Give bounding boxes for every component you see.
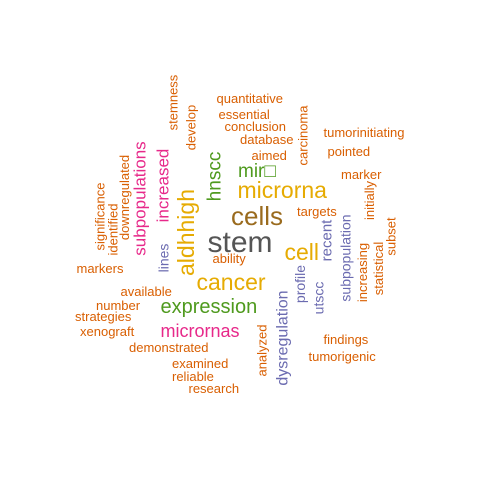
word-xenograft: xenograft	[80, 323, 135, 339]
word-statistical: statistical	[370, 241, 386, 295]
word-hnscc: hnscc	[204, 151, 226, 201]
word-reliable: reliable	[172, 368, 214, 384]
word-develop: develop	[183, 104, 199, 150]
word-expression: expression	[160, 296, 258, 318]
word-mir: mir□	[238, 160, 276, 182]
word-analyzed: analyzed	[254, 323, 270, 377]
word-conclusion: conclusion	[224, 118, 286, 134]
word-demonstrated: demonstrated	[129, 339, 209, 355]
word-number: number	[96, 297, 141, 313]
word-carcinoma: carcinoma	[295, 105, 311, 165]
word-tumorinitiating: tumorinitiating	[323, 124, 405, 140]
word-database: database	[240, 131, 294, 147]
word-significance: significance	[92, 182, 108, 250]
word-increased: increased	[153, 148, 173, 222]
word-stem: stem	[207, 226, 273, 259]
word-pointed: pointed	[327, 143, 371, 159]
word-findings: findings	[323, 331, 369, 347]
word-subpopulations: subpopulations	[130, 140, 150, 256]
word-increasing: increasing	[354, 242, 370, 302]
word-targets: targets	[297, 203, 337, 219]
word-aldhhigh: aldhhigh	[172, 188, 199, 276]
word-subset: subset	[383, 216, 399, 256]
word-utscc: utscc	[309, 281, 326, 315]
word-cancer: cancer	[196, 268, 266, 295]
word-subpopulation: subpopulation	[337, 214, 354, 302]
word-profile: profile	[292, 264, 309, 304]
word-aimed: aimed	[251, 147, 287, 163]
word-cells: cells	[231, 201, 284, 231]
word-essential: essential	[218, 106, 270, 122]
word-lines: lines	[154, 243, 171, 273]
word-microrna: microrna	[237, 176, 327, 203]
word-examined: examined	[172, 355, 229, 371]
word-initially: initially	[361, 180, 377, 220]
word-stemness: stemness	[165, 74, 181, 130]
word-research: research	[188, 380, 240, 396]
word-markers: markers	[76, 260, 124, 276]
word-ability: ability	[212, 250, 246, 266]
word-quantitative: quantitative	[216, 90, 284, 106]
word-dysregulation: dysregulation	[274, 290, 292, 386]
word-strategies: strategies	[75, 308, 132, 324]
word-available: available	[120, 283, 172, 299]
word-downregulated: downregulated	[116, 154, 132, 240]
word-tumorigenic: tumorigenic	[308, 348, 376, 364]
word-micrornas: micrornas	[160, 321, 240, 341]
word-marker: marker	[341, 166, 382, 182]
word-cell: cell	[284, 238, 320, 265]
word-recent: recent	[318, 219, 336, 261]
